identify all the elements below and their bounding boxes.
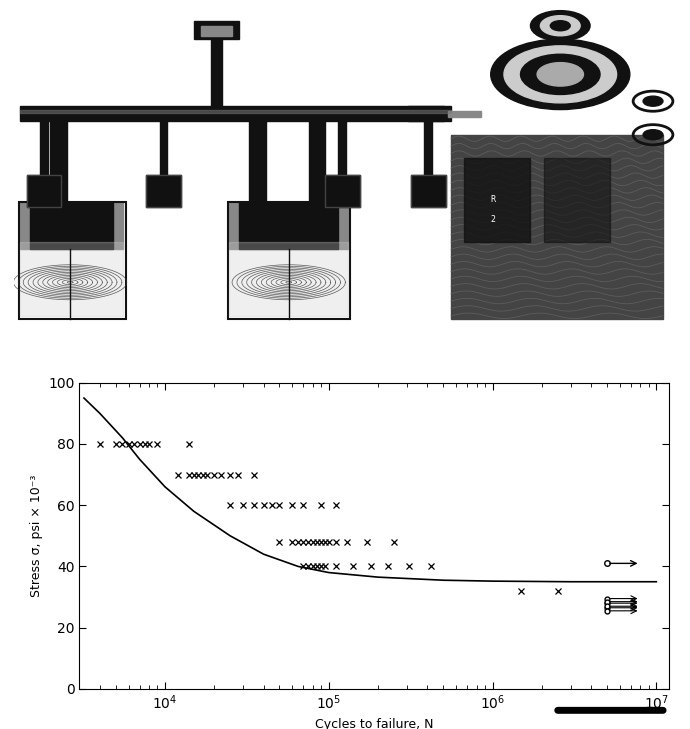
Text: 2: 2 bbox=[491, 215, 495, 224]
Bar bbox=[229, 202, 348, 249]
Bar bbox=[239, 202, 338, 249]
Bar bbox=[448, 112, 481, 117]
Text: R: R bbox=[491, 195, 495, 204]
Bar bbox=[228, 202, 350, 319]
Circle shape bbox=[537, 63, 584, 86]
Bar bbox=[411, 175, 446, 207]
Bar bbox=[211, 32, 221, 106]
Bar bbox=[50, 121, 67, 202]
Bar bbox=[21, 202, 123, 249]
X-axis label: Cycles to failure, N: Cycles to failure, N bbox=[315, 718, 433, 729]
Bar bbox=[21, 109, 451, 113]
Bar bbox=[451, 135, 663, 319]
Bar bbox=[146, 175, 181, 207]
Bar bbox=[21, 242, 123, 316]
Circle shape bbox=[643, 96, 663, 106]
Bar bbox=[308, 121, 325, 202]
Bar bbox=[411, 175, 446, 207]
Circle shape bbox=[551, 20, 570, 31]
Y-axis label: Stress σ, psi × 10⁻³: Stress σ, psi × 10⁻³ bbox=[30, 475, 43, 597]
Bar bbox=[249, 121, 266, 202]
Bar bbox=[30, 202, 113, 249]
Bar bbox=[408, 106, 444, 121]
Bar bbox=[325, 175, 359, 207]
Circle shape bbox=[643, 130, 663, 140]
Bar bbox=[544, 158, 610, 242]
Circle shape bbox=[531, 11, 590, 41]
Circle shape bbox=[491, 39, 630, 109]
Bar bbox=[229, 242, 348, 316]
Bar bbox=[40, 120, 48, 175]
Bar bbox=[464, 158, 531, 242]
Bar bbox=[325, 175, 359, 207]
Circle shape bbox=[520, 54, 600, 95]
Bar bbox=[146, 175, 181, 207]
Bar bbox=[201, 26, 233, 36]
Bar bbox=[338, 120, 346, 175]
Bar bbox=[19, 202, 126, 319]
Circle shape bbox=[540, 16, 580, 36]
Bar bbox=[27, 175, 61, 207]
Bar bbox=[159, 120, 168, 175]
Circle shape bbox=[504, 46, 617, 103]
Bar bbox=[27, 175, 61, 207]
Bar bbox=[21, 106, 451, 121]
Bar bbox=[424, 120, 433, 175]
Bar bbox=[194, 20, 239, 39]
